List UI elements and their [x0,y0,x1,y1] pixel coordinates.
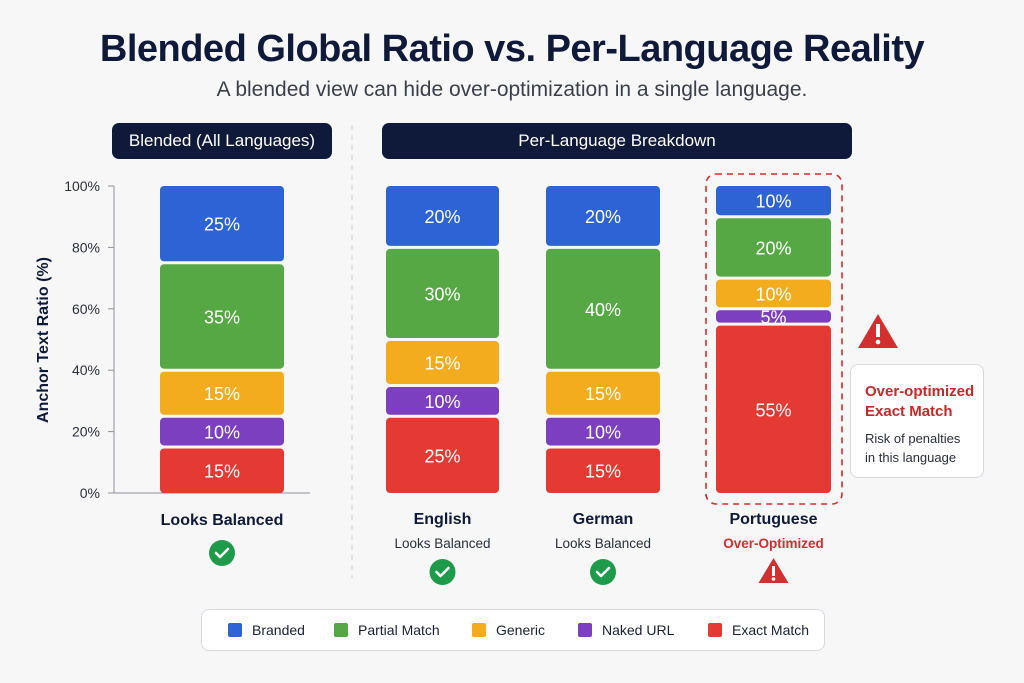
legend-item: Naked URL [578,622,674,638]
bar-value-label: 20% [424,207,460,227]
bar-segment [716,310,831,323]
warning-icon-stem [772,566,775,576]
legend-label: Generic [496,622,546,638]
bar-segment [160,448,284,493]
warning-icon-dot [771,577,776,581]
check-icon-mark [214,547,230,559]
bar-segment [716,186,831,216]
bar-value-label: 10% [585,423,621,443]
bar-value-label: 15% [585,462,621,482]
blended-panel-label: Blended (All Languages) [112,123,332,159]
bar-segment [160,264,284,369]
bar-segment [716,218,831,277]
per-language-panel-label: Per-Language Breakdown [382,123,852,159]
bar-segment [160,417,284,446]
category-label: English [414,511,472,528]
bar-segment [546,417,660,446]
bar-segment [160,186,284,262]
legend-item: Partial Match [334,622,440,638]
legend-item: Branded [228,622,305,638]
legend-swatch [228,623,242,637]
y-tick-label: 40% [72,362,100,378]
bar-segment [546,248,660,369]
y-tick-label: 60% [72,301,100,317]
bar-value-label: 40% [585,300,621,320]
bar-value-label: 25% [204,215,240,235]
chart-title: Blended Global Ratio vs. Per-Language Re… [99,28,925,70]
legend-swatch [708,623,722,637]
bar-segment [546,371,660,415]
bar-segment [386,186,499,246]
category-sublabel: Looks Balanced [394,536,490,551]
category-sublabel: Over-Optimized [723,536,824,551]
bar-value-label: 35% [204,307,240,327]
bar-segment [546,186,660,246]
portuguese-highlight-box [705,173,843,505]
bar-value-label: 30% [424,284,460,304]
legend-item: Exact Match [708,622,809,638]
bar-segment [716,325,831,493]
bar-value-label: 10% [755,192,791,212]
legend-label: Naked URL [602,622,675,638]
bar-value-label: 55% [755,400,791,420]
legend-item: Generic [472,622,545,638]
warning-title-line1: Over-optimized [865,383,975,400]
category-label: Portuguese [729,511,817,528]
warning-title-line2: Exact Match [865,403,953,420]
bar-segment [386,417,499,493]
check-icon [590,559,616,585]
bar-segment [716,279,831,308]
warning-card: Over-optimized Exact Match Risk of penal… [850,364,984,478]
bar-value-label: 10% [424,392,460,412]
check-icon-mark [595,566,611,578]
y-axis-label: Anchor Text Ratio (%) [35,257,52,423]
bar-value-label: 5% [760,307,786,327]
legend-label: Exact Match [732,622,810,638]
bar-segment [386,341,499,385]
bar-value-label: 15% [585,384,621,404]
y-tick-label: 20% [72,424,100,440]
bar-segment [546,448,660,493]
y-tick-label: 100% [64,178,100,194]
legend: Branded Partial Match Generic Naked URL Exac… [201,609,825,651]
check-icon-mark [435,566,450,578]
bar-segment [386,387,499,415]
side-warning-icon-dot [875,339,881,345]
category-sublabel: Looks Balanced [555,536,651,551]
y-tick-label: 0% [80,485,100,501]
check-icon [429,559,456,585]
bar-value-label: 20% [755,238,791,258]
bar-value-label: 15% [204,462,240,482]
category-label: German [573,511,633,528]
legend-swatch [472,623,486,637]
bar-segment [160,371,284,415]
legend-label: Branded [252,622,305,638]
bar-value-label: 15% [424,354,460,374]
check-icon [209,540,235,566]
warning-card-title: Over-optimized Exact Match [865,382,974,422]
bar-value-label: 20% [585,207,621,227]
bar-value-label: 25% [424,446,460,466]
category-label: Looks Balanced [161,512,284,529]
side-warning-icon-stem [876,324,880,337]
bar-value-label: 10% [755,284,791,304]
bar-value-label: 15% [204,384,240,404]
legend-swatch [334,623,348,637]
legend-label: Partial Match [358,622,440,638]
bar-segment [386,248,499,338]
y-tick-label: 80% [72,239,100,255]
warning-body-line2: in this language [865,450,957,465]
warning-body-line1: Risk of penalties [865,431,961,446]
warning-card-body: Risk of penalties in this language [865,429,960,467]
bar-value-label: 10% [204,423,240,443]
legend-swatch [578,623,592,637]
chart-subtitle: A blended view can hide over-optimizatio… [216,78,808,101]
